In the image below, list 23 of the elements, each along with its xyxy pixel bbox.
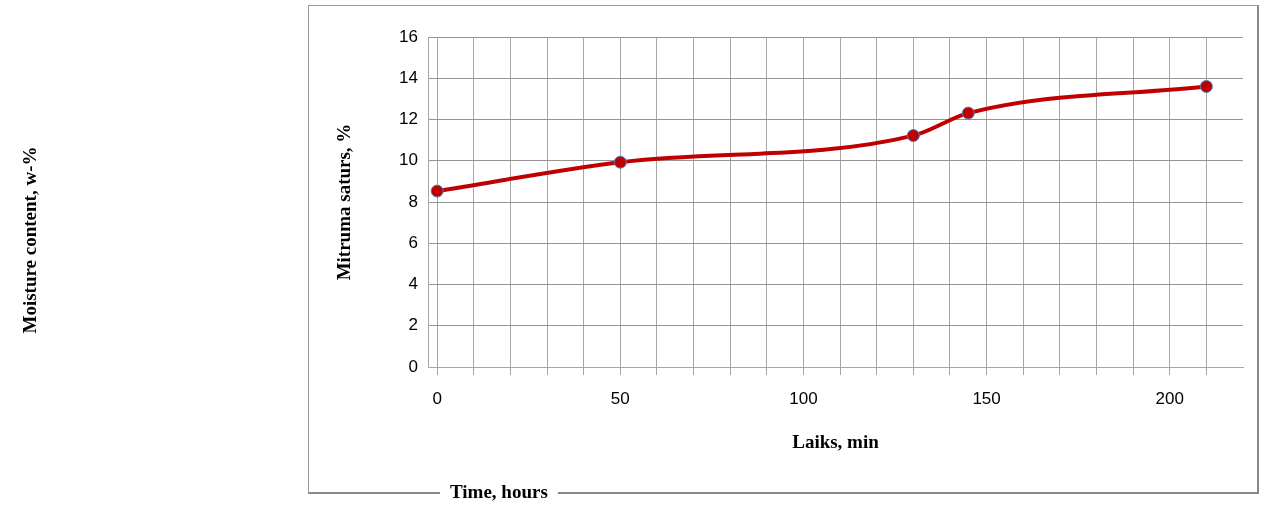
- y-tick-label: 12: [399, 109, 418, 129]
- point: [906, 129, 920, 143]
- x-tick-label: 0: [432, 388, 442, 408]
- y-tick-label: 6: [408, 232, 418, 252]
- y-axis-title: Mitruma saturs, %: [333, 123, 355, 281]
- y-tick-label: 10: [399, 150, 418, 170]
- y-tick-label: 16: [399, 26, 418, 46]
- point: [961, 106, 975, 120]
- y-tick-label: 8: [408, 191, 418, 211]
- point: [613, 155, 627, 169]
- text: Time, hours: [440, 481, 558, 503]
- y-tick-label: 0: [408, 356, 418, 376]
- point: [1199, 80, 1213, 93]
- x-tick-label: 50: [610, 388, 630, 408]
- y-tick-label: 4: [408, 274, 418, 294]
- x-tick-label: 150: [972, 388, 1001, 408]
- text: Moisture content, w-%: [19, 146, 41, 334]
- y-tick-label: 14: [399, 67, 418, 87]
- x-tick-label: 100: [789, 388, 818, 408]
- x-axis-title: Laiks, min: [792, 430, 880, 452]
- y-tick-label: 2: [408, 315, 418, 335]
- point: [430, 184, 444, 198]
- x-tick-label: 200: [1155, 388, 1184, 408]
